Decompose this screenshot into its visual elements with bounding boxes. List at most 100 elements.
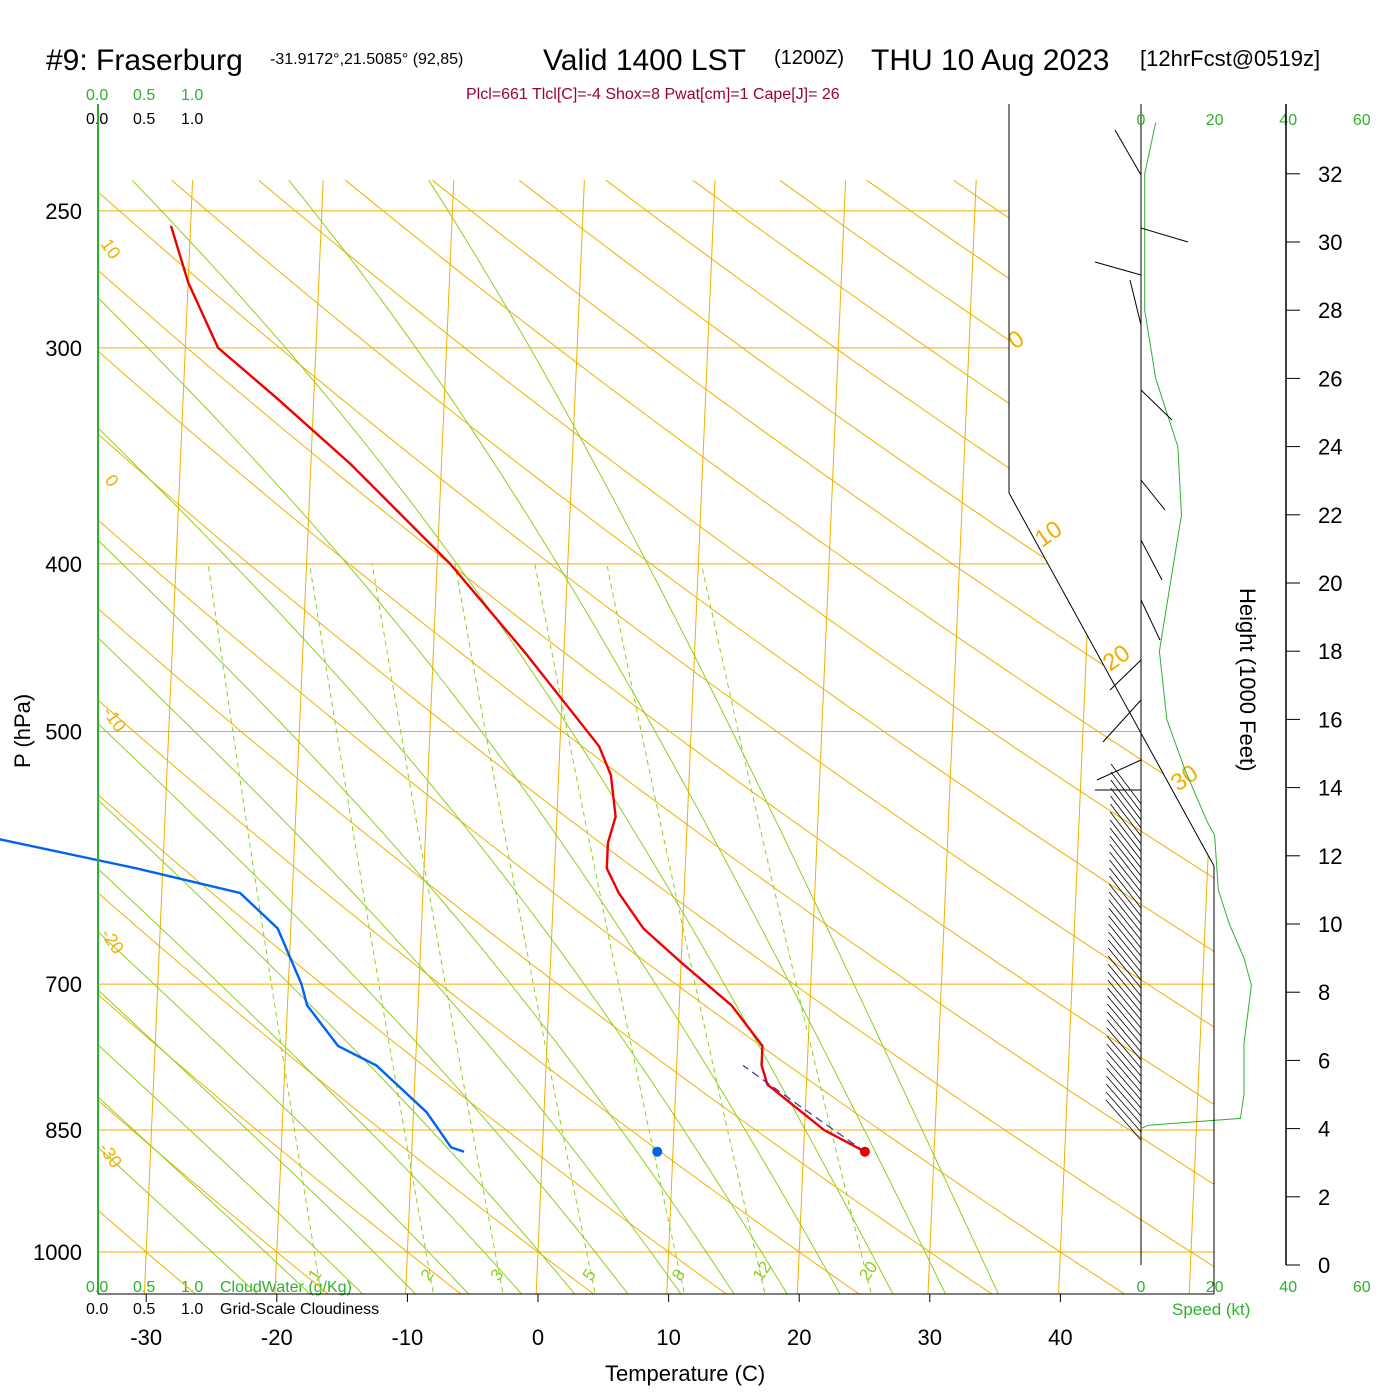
wind-barb [1109, 843, 1142, 885]
wind-barb [1109, 819, 1142, 861]
cloudwater-label: CloudWater (g/Kg) [220, 1279, 352, 1296]
height-tick-label: 8 [1318, 980, 1330, 1005]
isotherm-line [926, 180, 977, 1294]
surface-temperature-marker [859, 1146, 870, 1157]
moist-adiabat [288, 179, 954, 1294]
mixing-ratio-line [309, 563, 437, 1294]
dry-adiabat [98, 179, 883, 1294]
wind-barb [1107, 987, 1142, 1029]
wind-barb [1109, 867, 1142, 909]
height-tick-label: 10 [1318, 912, 1342, 937]
dry-adiabat [1040, 179, 1214, 1294]
dry-adiabat [431, 179, 1214, 1294]
wind-barb [1110, 763, 1142, 805]
y-axis-label: P (hPa) [10, 694, 35, 768]
temperature-tick-label: -20 [261, 1325, 293, 1350]
wind-barb [1110, 811, 1142, 853]
wind-barb [1107, 955, 1142, 997]
cloudiness-label: Grid-Scale Cloudiness [220, 1301, 379, 1318]
wind-barb [1106, 1075, 1142, 1117]
mixing-ratio-line [606, 563, 770, 1294]
wind-barb [1107, 971, 1142, 1013]
height-tick-label: 2 [1318, 1185, 1330, 1210]
dry-adiabat-label: -30 [95, 1139, 126, 1172]
pressure-tick-label-850: 850 [45, 1118, 82, 1143]
wind-barb [1140, 227, 1189, 243]
dry-adiabat [98, 179, 1016, 1294]
wind-barb [1109, 835, 1142, 877]
isotherm-line [143, 180, 194, 1294]
parcel-path-line [742, 1064, 866, 1153]
wind-barb [1106, 1043, 1142, 1085]
dry-adiabat [605, 179, 1214, 1294]
wind-barb [1129, 279, 1142, 326]
moist-adiabat [98, 179, 850, 1294]
isotherm-line [1187, 180, 1214, 1294]
isotherm-line [1057, 180, 1108, 1294]
speed-axis-label: Speed (kt) [1172, 1300, 1250, 1319]
dry-adiabat-label: 10 [97, 235, 125, 263]
dry-adiabat [98, 179, 482, 1294]
height-tick-label: 24 [1318, 435, 1342, 460]
cloudiness-tick-top-1: 0.5 [133, 111, 155, 128]
profile-layer [0, 225, 870, 1157]
parameter-summary: Plcl=661 Tlcl[C]=-4 Shox=8 Pwat[cm]=1 Ca… [466, 86, 840, 103]
speed-tick-bottom: 60 [1353, 1279, 1371, 1296]
wind-barb [1108, 923, 1142, 965]
dewpoint-profile-line [0, 838, 465, 1153]
wind-barb [1106, 1059, 1142, 1101]
mixing-ratio-line [534, 563, 689, 1294]
temperature-tick-label: 10 [656, 1325, 680, 1350]
pressure-tick-label-1000: 1000 [33, 1240, 82, 1265]
title-date: THU 10 Aug 2023 [871, 44, 1110, 77]
dry-adiabat [518, 179, 1214, 1294]
wind-barb [1108, 907, 1142, 949]
wind-barb [1109, 659, 1142, 691]
height-tick-label: 4 [1318, 1117, 1330, 1142]
wind-barb [1107, 1011, 1142, 1053]
grid-layer [98, 179, 1214, 1294]
dry-adiabat [779, 179, 1214, 1294]
dry-adiabat [258, 179, 1214, 1294]
wind-barb [1096, 759, 1142, 781]
mixing-ratio-label: 20 [855, 1258, 881, 1284]
wind-barb [1105, 1091, 1142, 1133]
speed-tick-bottom: 0 [1137, 1279, 1146, 1296]
height-tick-label: 32 [1318, 162, 1342, 187]
temperature-tick-label: 20 [787, 1325, 811, 1350]
mixing-ratio-line [700, 563, 876, 1294]
mixing-ratio-label: 8 [668, 1266, 689, 1285]
wind-barb [1110, 779, 1142, 821]
moist-adiabat [98, 179, 589, 1294]
height-tick-label: 0 [1318, 1253, 1330, 1278]
temperature-tick-label: 0 [532, 1325, 544, 1350]
moist-adiabat [98, 179, 275, 1294]
wind-barb [1107, 979, 1142, 1021]
cloudiness-tick-bottom-2: 1.0 [181, 1301, 203, 1318]
isotherm-line [796, 180, 847, 1294]
mixing-ratio-label: 3 [487, 1266, 508, 1285]
temperature-profile-line [169, 225, 866, 1153]
height-tick-label: 6 [1318, 1048, 1330, 1073]
title-station: #9: Fraserburg [46, 44, 243, 77]
dry-adiabat-label: -20 [97, 925, 128, 958]
pressure-tick-label-700: 700 [45, 972, 82, 997]
wind-barb [1114, 129, 1142, 176]
temperature-tick-label: 30 [918, 1325, 942, 1350]
wind-barb [1107, 995, 1142, 1037]
moist-adiabat [98, 179, 798, 1294]
mixing-ratio-line [371, 563, 507, 1294]
title-coords: -31.9172°,21.5085° (92,85) [270, 51, 463, 68]
cloudiness-tick-top-2: 1.0 [181, 111, 203, 128]
height-tick-label: 30 [1318, 230, 1342, 255]
speed-tick-top: 60 [1353, 112, 1371, 129]
mixing-ratio-line [207, 563, 325, 1294]
wind-barb [1107, 963, 1142, 1005]
mixing-ratio-label: 5 [579, 1266, 600, 1285]
height-tick-label: 28 [1318, 298, 1342, 323]
title-zulu: (1200Z) [774, 47, 844, 69]
temperature-tick-label: -10 [392, 1325, 424, 1350]
wind-barb [1107, 947, 1142, 989]
pressure-tick-label-400: 400 [45, 552, 82, 577]
